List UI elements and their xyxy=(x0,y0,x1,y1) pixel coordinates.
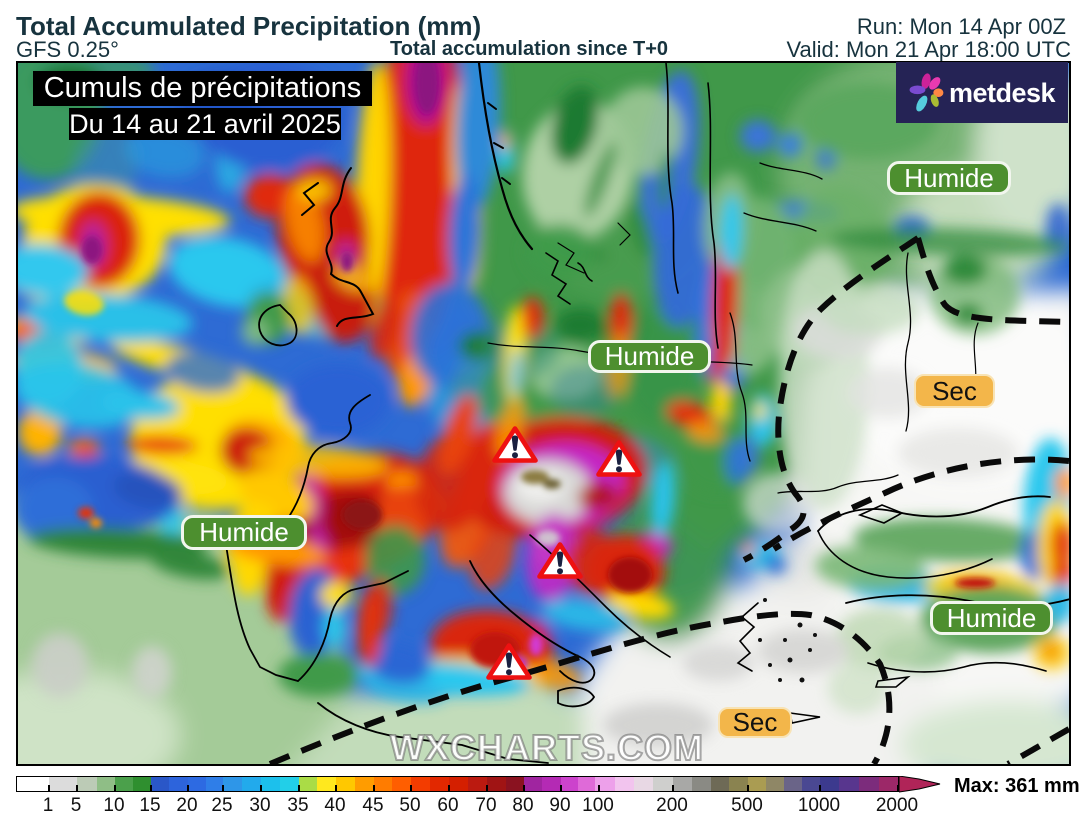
svg-text:metdesk: metdesk xyxy=(949,78,1057,108)
